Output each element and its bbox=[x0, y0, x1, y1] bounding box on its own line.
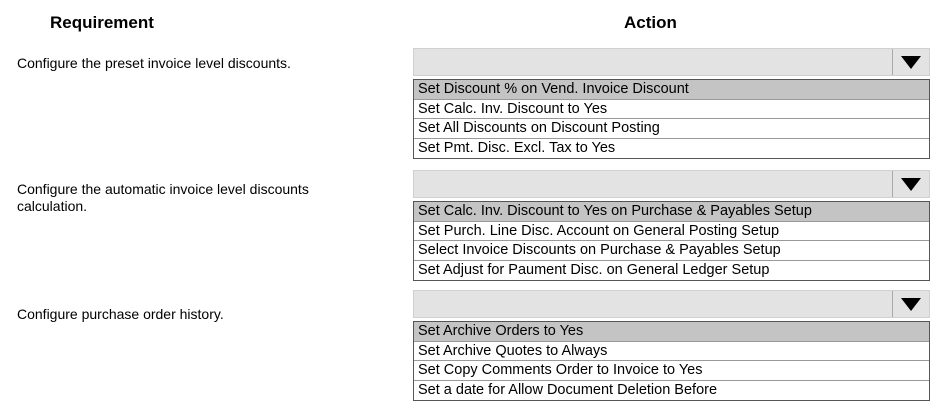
dropdown-select[interactable] bbox=[413, 290, 930, 318]
action-header: Action bbox=[624, 13, 677, 32]
requirement-text: Configure the automatic invoice level di… bbox=[17, 181, 309, 214]
dropdown-option[interactable]: Set Purch. Line Disc. Account on General… bbox=[414, 222, 929, 241]
dropdown-option[interactable]: Set a date for Allow Document Deletion B… bbox=[418, 381, 718, 398]
action-dropdown: Set Discount % on Vend. Invoice Discount… bbox=[413, 48, 930, 159]
dropdown-options: Set Discount % on Vend. Invoice Discount… bbox=[413, 79, 930, 159]
dropdown-options: Set Calc. Inv. Discount to Yes on Purcha… bbox=[413, 201, 930, 281]
dropdown-option[interactable]: Set Archive Orders to Yes bbox=[414, 322, 929, 342]
dropdown-option[interactable]: Set All Discounts on Discount Posting bbox=[414, 119, 929, 139]
dropdown-option[interactable]: Set Calc. Inv. Discount to Yes on Purcha… bbox=[414, 202, 929, 222]
dropdown-button[interactable] bbox=[892, 171, 929, 197]
dropdown-option[interactable]: Select Invoice Discounts on Purchase & P… bbox=[414, 241, 929, 261]
dropdown-select[interactable] bbox=[413, 48, 930, 76]
dropdown-select[interactable] bbox=[413, 170, 930, 198]
dropdown-options: Set Archive Orders to Yes Set Archive Quo… bbox=[413, 321, 930, 401]
requirement-text: Configure the preset invoice level disco… bbox=[17, 55, 291, 71]
dropdown-option[interactable]: Set Calc. Inv. Discount to Yes bbox=[414, 100, 929, 119]
dropdown-option[interactable]: Set Copy Comments Order to Invoice to Ye… bbox=[414, 361, 929, 381]
triangle-down-icon bbox=[901, 177, 921, 191]
dropdown-option[interactable]: Set Discount % on Vend. Invoice Discount bbox=[414, 80, 929, 100]
dropdown-button[interactable] bbox=[892, 49, 929, 75]
requirement-text: Configure purchase order history. bbox=[17, 306, 224, 322]
action-dropdown: Set Archive Orders to Yes Set Archive Quo… bbox=[413, 290, 930, 401]
dropdown-option[interactable]: Set Archive Quotes to Always bbox=[414, 342, 929, 361]
triangle-down-icon bbox=[901, 297, 921, 311]
dropdown-button[interactable] bbox=[892, 291, 929, 317]
triangle-down-icon bbox=[901, 55, 921, 69]
action-dropdown: Set Calc. Inv. Discount to Yes on Purcha… bbox=[413, 170, 930, 281]
requirement-header: Requirement bbox=[50, 13, 154, 32]
dropdown-option[interactable]: Set Pmt. Disc. Excl. Tax to Yes bbox=[418, 139, 616, 156]
dropdown-option[interactable]: Set Adjust for Paument Disc. on General … bbox=[418, 261, 770, 278]
